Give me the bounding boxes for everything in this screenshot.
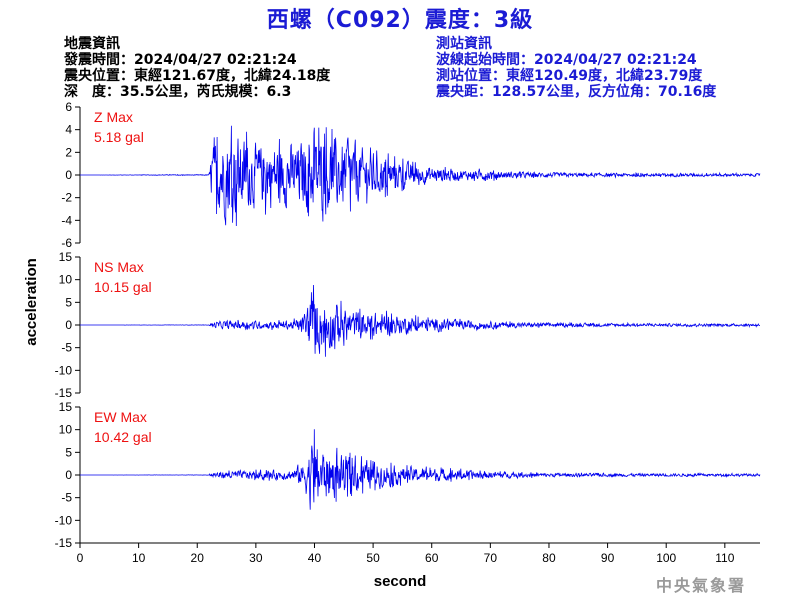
waveform-ns [80,284,761,357]
y-tick-label: -2 [61,191,72,205]
max-label: Z Max [94,109,133,125]
y-axis-label: acceleration [23,258,40,346]
y-tick-label: -10 [55,363,73,377]
waveform-start-time: 波線起始時間：2024/04/27 02:21:24 [436,52,697,68]
panel-ew: 15 10 5 0 -5 -10 -15 EW Max 10.42 gal [55,400,761,550]
panel-ns: 15 10 5 0 -5 -10 -15 NS Max 10.15 gal [55,250,761,400]
y-tick-label: 4 [65,123,72,137]
max-value: 10.15 gal [94,279,152,295]
y-tick-label: 6 [65,100,72,114]
y-tick-label: -6 [61,236,72,250]
y-tick-label: 0 [65,168,72,182]
x-tick-label: 10 [132,551,146,565]
quake-epicenter: 震央位置：東經121.67度，北緯24.18度 [64,68,331,84]
x-tick-label: 70 [484,551,498,565]
x-tick-label: 100 [656,551,676,565]
waveform-ew [80,429,761,510]
y-tick-label: 15 [59,250,73,264]
page-title: 西螺（C092）震度：3級 [266,8,534,33]
quake-origin-time: 發震時間：2024/04/27 02:21:24 [64,52,297,68]
y-tick-label: 0 [65,318,72,332]
quake-info-block: 地震資訊 發震時間：2024/04/27 02:21:24 震央位置：東經121… [64,36,330,100]
x-tick-label: 60 [425,551,439,565]
x-tick-label: 40 [308,551,322,565]
x-tick-label: 80 [542,551,556,565]
x-tick-label: 20 [191,551,205,565]
y-tick-label: -5 [61,491,72,505]
y-tick-label: -15 [55,536,73,550]
x-axis-label: second [374,573,427,590]
panel-z: 6 4 2 0 -2 -4 -6 Z Max 5.18 gal [61,100,761,250]
x-tick-label: 30 [249,551,263,565]
quake-depth-magnitude: 深 度：35.5公里，芮氏規模：6.3 [64,84,292,100]
y-tick-label: 5 [65,445,72,459]
y-tick-label: -5 [61,341,72,355]
y-tick-label: 10 [59,273,73,287]
x-tick-label: 110 [715,551,734,565]
y-tick-label: 15 [59,400,73,414]
station-location: 測站位置：東經120.49度，北緯23.79度 [436,68,703,84]
station-info-block: 測站資訊 波線起始時間：2024/04/27 02:21:24 測站位置：東經1… [436,36,716,100]
station-info-heading: 測站資訊 [436,36,492,52]
y-tick-label: 2 [65,145,72,159]
max-label: NS Max [94,259,144,275]
waveform-z [80,125,761,227]
y-tick-label: 10 [59,423,73,437]
x-tick-label: 0 [77,551,84,565]
quake-info-heading: 地震資訊 [64,36,120,52]
max-label: EW Max [94,409,147,425]
agency-stamp: 中央氣象署 [656,576,747,595]
max-value: 5.18 gal [94,129,144,145]
x-tick-label: 50 [366,551,380,565]
y-tick-label: -15 [55,386,73,400]
y-tick-label: 0 [65,468,72,482]
y-tick-label: -10 [55,513,73,527]
epicentral-distance: 震央距：128.57公里，反方位角：70.16度 [436,84,717,100]
x-tick-label: 90 [601,551,615,565]
y-tick-label: 5 [65,295,72,309]
max-value: 10.42 gal [94,429,152,445]
y-tick-label: -4 [61,213,72,227]
